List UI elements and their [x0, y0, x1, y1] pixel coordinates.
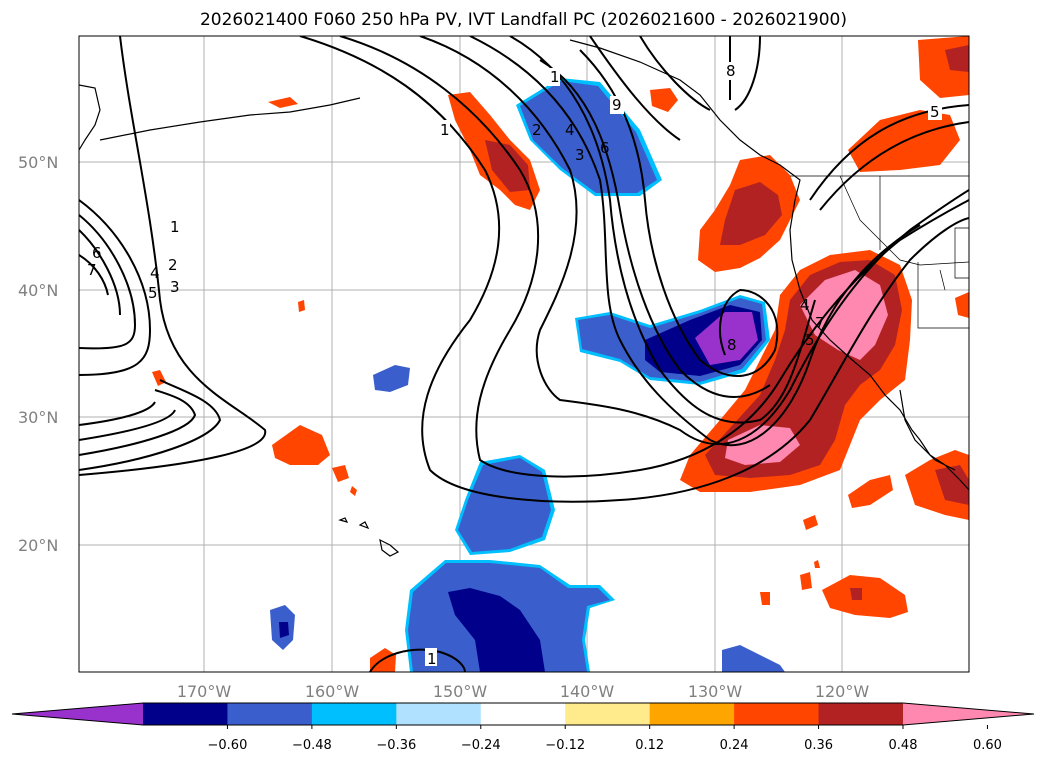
colorbar-tick-label: −0.36: [376, 738, 416, 753]
political-borders: [790, 175, 969, 329]
colorbar-tick-label: 0.60: [973, 738, 1002, 753]
lon-label-140w: 140°W: [560, 682, 615, 701]
contour-label: 3: [575, 146, 585, 164]
colorbar-segment: [311, 703, 397, 725]
lat-label-50n: 50°N: [18, 153, 58, 172]
colorbar-segment: [396, 703, 482, 725]
colorbar-extend-low: [12, 703, 143, 725]
colorbar-tick-label: 0.36: [804, 738, 833, 753]
lon-label-160w: 160°W: [305, 682, 360, 701]
contour-label: 7: [87, 261, 97, 279]
contour-label: 2: [168, 256, 178, 274]
colorbar-labels: −0.60 −0.48 −0.36 −0.24 −0.12 0.12 0.24 0.36 0.4…: [208, 725, 1002, 753]
plot-frame: [78, 35, 970, 673]
colorbar-outline: [11, 702, 1035, 726]
lon-label-130w: 130°W: [688, 682, 743, 701]
lon-label-170w: 170°W: [177, 682, 232, 701]
contour-label: 7: [815, 314, 825, 332]
colorbar-segment: [480, 703, 566, 725]
colorbar-segment: [734, 703, 820, 725]
colorbar-extend-high: [903, 703, 1034, 725]
colorbar-segment: [565, 703, 651, 725]
colorbar-segment: [227, 703, 313, 725]
colorbar-tick-label: −0.12: [545, 738, 585, 753]
colorbar-segment: [818, 703, 904, 725]
contour-label: 8: [726, 62, 736, 80]
colorbar-tick-label: −0.48: [292, 738, 332, 753]
contour-labels: 1 1 1 1 2 4 3 6 9 8 5 6 7 1 2 3 4 5 8: [87, 62, 942, 668]
lat-label-40n: 40°N: [18, 281, 58, 300]
contour-label: 6: [92, 244, 102, 262]
contour-label: 4: [150, 264, 160, 282]
colorbar-tick-label: −0.24: [461, 738, 501, 753]
latitude-labels: 50°N 40°N 30°N 20°N: [18, 153, 58, 555]
colorbar-tick-label: 0.48: [889, 738, 918, 753]
contour-label: 5: [148, 284, 158, 302]
colorbar-segment: [649, 703, 735, 725]
contour-label: 1: [550, 68, 560, 86]
contour-label: 5: [930, 103, 940, 121]
lat-label-20n: 20°N: [18, 536, 58, 555]
lon-label-120w: 120°W: [815, 682, 870, 701]
contour-label: 3: [170, 278, 180, 296]
colorbar-tick-label: 0.12: [635, 738, 664, 753]
colorbar-tick-label: 0.24: [720, 738, 749, 753]
colorbar: [11, 702, 1035, 726]
coastlines: [79, 39, 969, 557]
contour-label: 2: [532, 121, 542, 139]
contour-label: 8: [727, 336, 737, 354]
negative-anomaly-regions: [270, 78, 785, 672]
contour-label: 1: [427, 650, 437, 668]
contour-label: 5: [805, 331, 815, 349]
contour-label: 4: [800, 296, 810, 314]
lon-label-150w: 150°W: [433, 682, 488, 701]
plot-area: 1 1 1 1 2 4 3 6 9 8 5 6 7 1 2 3 4 5 8: [79, 36, 969, 672]
lat-label-30n: 30°N: [18, 408, 58, 427]
contour-label: 1: [170, 218, 180, 236]
colorbar-segment: [143, 703, 228, 725]
contour-label: 1: [440, 121, 450, 139]
contour-label: 6: [600, 139, 610, 157]
longitude-labels: 170°W 160°W 150°W 140°W 130°W 120°W: [177, 682, 870, 701]
colorbar-tick-label: −0.60: [208, 738, 248, 753]
map-title: 2026021400 F060 250 hPa PV, IVT Landfall…: [199, 10, 847, 30]
contour-label: 4: [565, 121, 575, 139]
contour-label: 9: [612, 96, 622, 114]
